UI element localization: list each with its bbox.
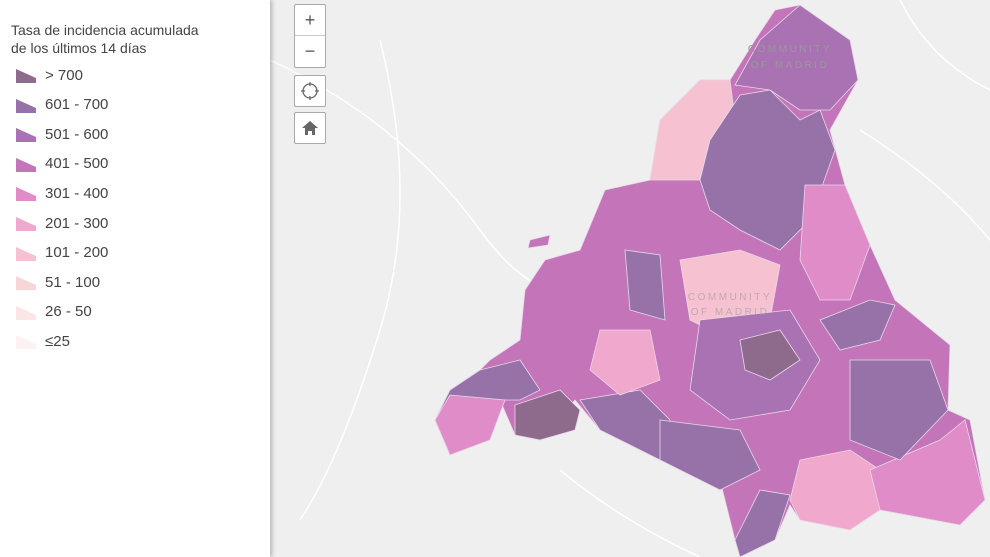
legend-panel: Tasa de incidencia acumulada de los últi… <box>0 0 270 557</box>
legend-item: 401 - 500 <box>16 154 108 174</box>
legend-label: 101 - 200 <box>45 244 109 262</box>
legend-label: 51 - 100 <box>45 273 101 291</box>
legend-swatch <box>16 187 36 202</box>
locate-button[interactable] <box>294 75 326 107</box>
swatch-shape <box>16 69 36 83</box>
swatch-shape <box>16 276 36 291</box>
legend-item: 51 - 100 <box>16 272 100 292</box>
region-label: OF MADRID <box>751 60 830 71</box>
swatch-shape <box>16 157 36 172</box>
legend-swatch <box>16 305 36 320</box>
legend-item: > 700 <box>16 65 83 85</box>
legend-item: 301 - 400 <box>16 183 108 203</box>
swatch-shape <box>16 98 36 113</box>
zoom-in[interactable]: + <box>295 5 325 36</box>
legend-swatch <box>16 128 36 143</box>
legend-label: ≤25 <box>45 332 70 350</box>
legend-title: Tasa de incidencia acumulada <box>11 22 199 38</box>
swatch-shape <box>16 335 36 350</box>
legend-item: 601 - 700 <box>16 95 108 115</box>
municipalities <box>434 4 986 557</box>
zoom-control: + − <box>294 4 326 68</box>
legend-item: 101 - 200 <box>16 243 108 263</box>
legend-swatch <box>16 217 36 231</box>
map-labels: COMMUNITY OF MADRID COMMUNITY OF MADRID <box>688 44 832 318</box>
swatch-shape <box>16 187 36 202</box>
legend-label: 501 - 600 <box>45 125 109 143</box>
legend-swatch <box>16 335 36 350</box>
legend-item: 501 - 600 <box>16 124 108 144</box>
legend-item: 26 - 50 <box>16 302 92 322</box>
swatch-shape <box>16 246 36 261</box>
locate-icon <box>301 82 319 100</box>
region-label: COMMUNITY <box>688 292 772 303</box>
legend-label: 301 - 400 <box>45 184 109 202</box>
legend-label: > 700 <box>45 66 83 84</box>
home-icon <box>302 121 318 135</box>
legend-label: 601 - 700 <box>45 96 109 114</box>
legend-swatch <box>16 157 36 172</box>
region-label: OF MADRID <box>691 307 770 318</box>
legend-swatch <box>16 246 36 261</box>
zoom-out[interactable]: − <box>304 41 316 61</box>
swatch-shape <box>16 305 36 320</box>
region-label: COMMUNITY <box>748 44 832 55</box>
legend-label: 201 - 300 <box>45 214 109 232</box>
legend-item: 201 - 300 <box>16 213 108 233</box>
swatch-shape <box>16 217 36 231</box>
legend-title: de los últimos 14 días <box>11 40 147 56</box>
legend-label: 26 - 50 <box>45 303 92 321</box>
legend-swatch <box>16 69 36 83</box>
legend-label: 401 - 500 <box>45 155 109 173</box>
home-button[interactable] <box>294 112 326 144</box>
legend-swatch <box>16 98 36 113</box>
swatch-shape <box>16 128 36 143</box>
legend-swatch <box>16 276 36 291</box>
legend-item: ≤25 <box>16 331 70 351</box>
